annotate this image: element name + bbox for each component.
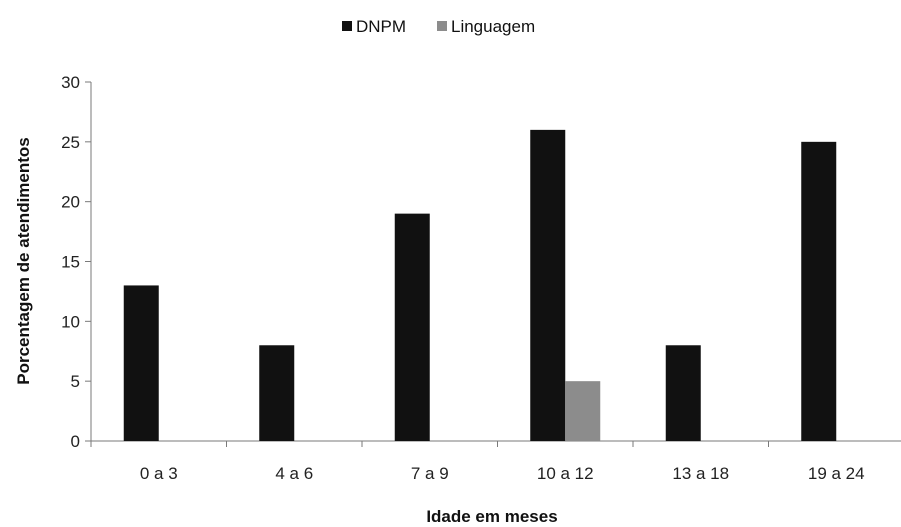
y-axis-title: Porcentagem de atendimentos	[14, 137, 33, 385]
legend-label-dnpm: DNPM	[356, 17, 406, 36]
legend-label-linguagem: Linguagem	[451, 17, 535, 36]
bar-dnpm-4	[665, 345, 701, 441]
x-tick-label: 13 a 18	[672, 464, 729, 483]
x-axis-ticks: 0 a 3 4 a 6 7 a 9 10 a 12 13 a 18 19 a 24	[90, 441, 865, 483]
legend: DNPM Linguagem	[342, 17, 535, 36]
x-axis-title: Idade em meses	[426, 507, 557, 526]
x-tick-label: 10 a 12	[537, 464, 594, 483]
bar-dnpm-0	[123, 285, 159, 441]
y-tick-label: 0	[71, 432, 80, 451]
x-tick-label: 19 a 24	[808, 464, 865, 483]
bar-linguagem-3	[565, 381, 601, 441]
y-tick-label: 25	[61, 133, 80, 152]
y-tick-label: 20	[61, 193, 80, 212]
legend-swatch-linguagem	[437, 21, 447, 31]
y-tick-label: 5	[71, 372, 80, 391]
y-tick-label: 30	[61, 73, 80, 92]
x-tick-label: 4 a 6	[275, 464, 313, 483]
y-axis-ticks: 0 5 10 15 20 25 30	[61, 73, 91, 451]
x-tick-label: 7 a 9	[411, 464, 449, 483]
y-tick-label: 15	[61, 253, 80, 272]
x-tick-label: 0 a 3	[140, 464, 178, 483]
legend-swatch-dnpm	[342, 21, 352, 31]
bar-dnpm-2	[394, 213, 430, 441]
bar-dnpm-3	[530, 129, 566, 441]
bars	[123, 129, 837, 442]
y-tick-label: 10	[61, 312, 80, 331]
bar-dnpm-1	[259, 345, 295, 441]
bar-dnpm-5	[801, 141, 837, 442]
